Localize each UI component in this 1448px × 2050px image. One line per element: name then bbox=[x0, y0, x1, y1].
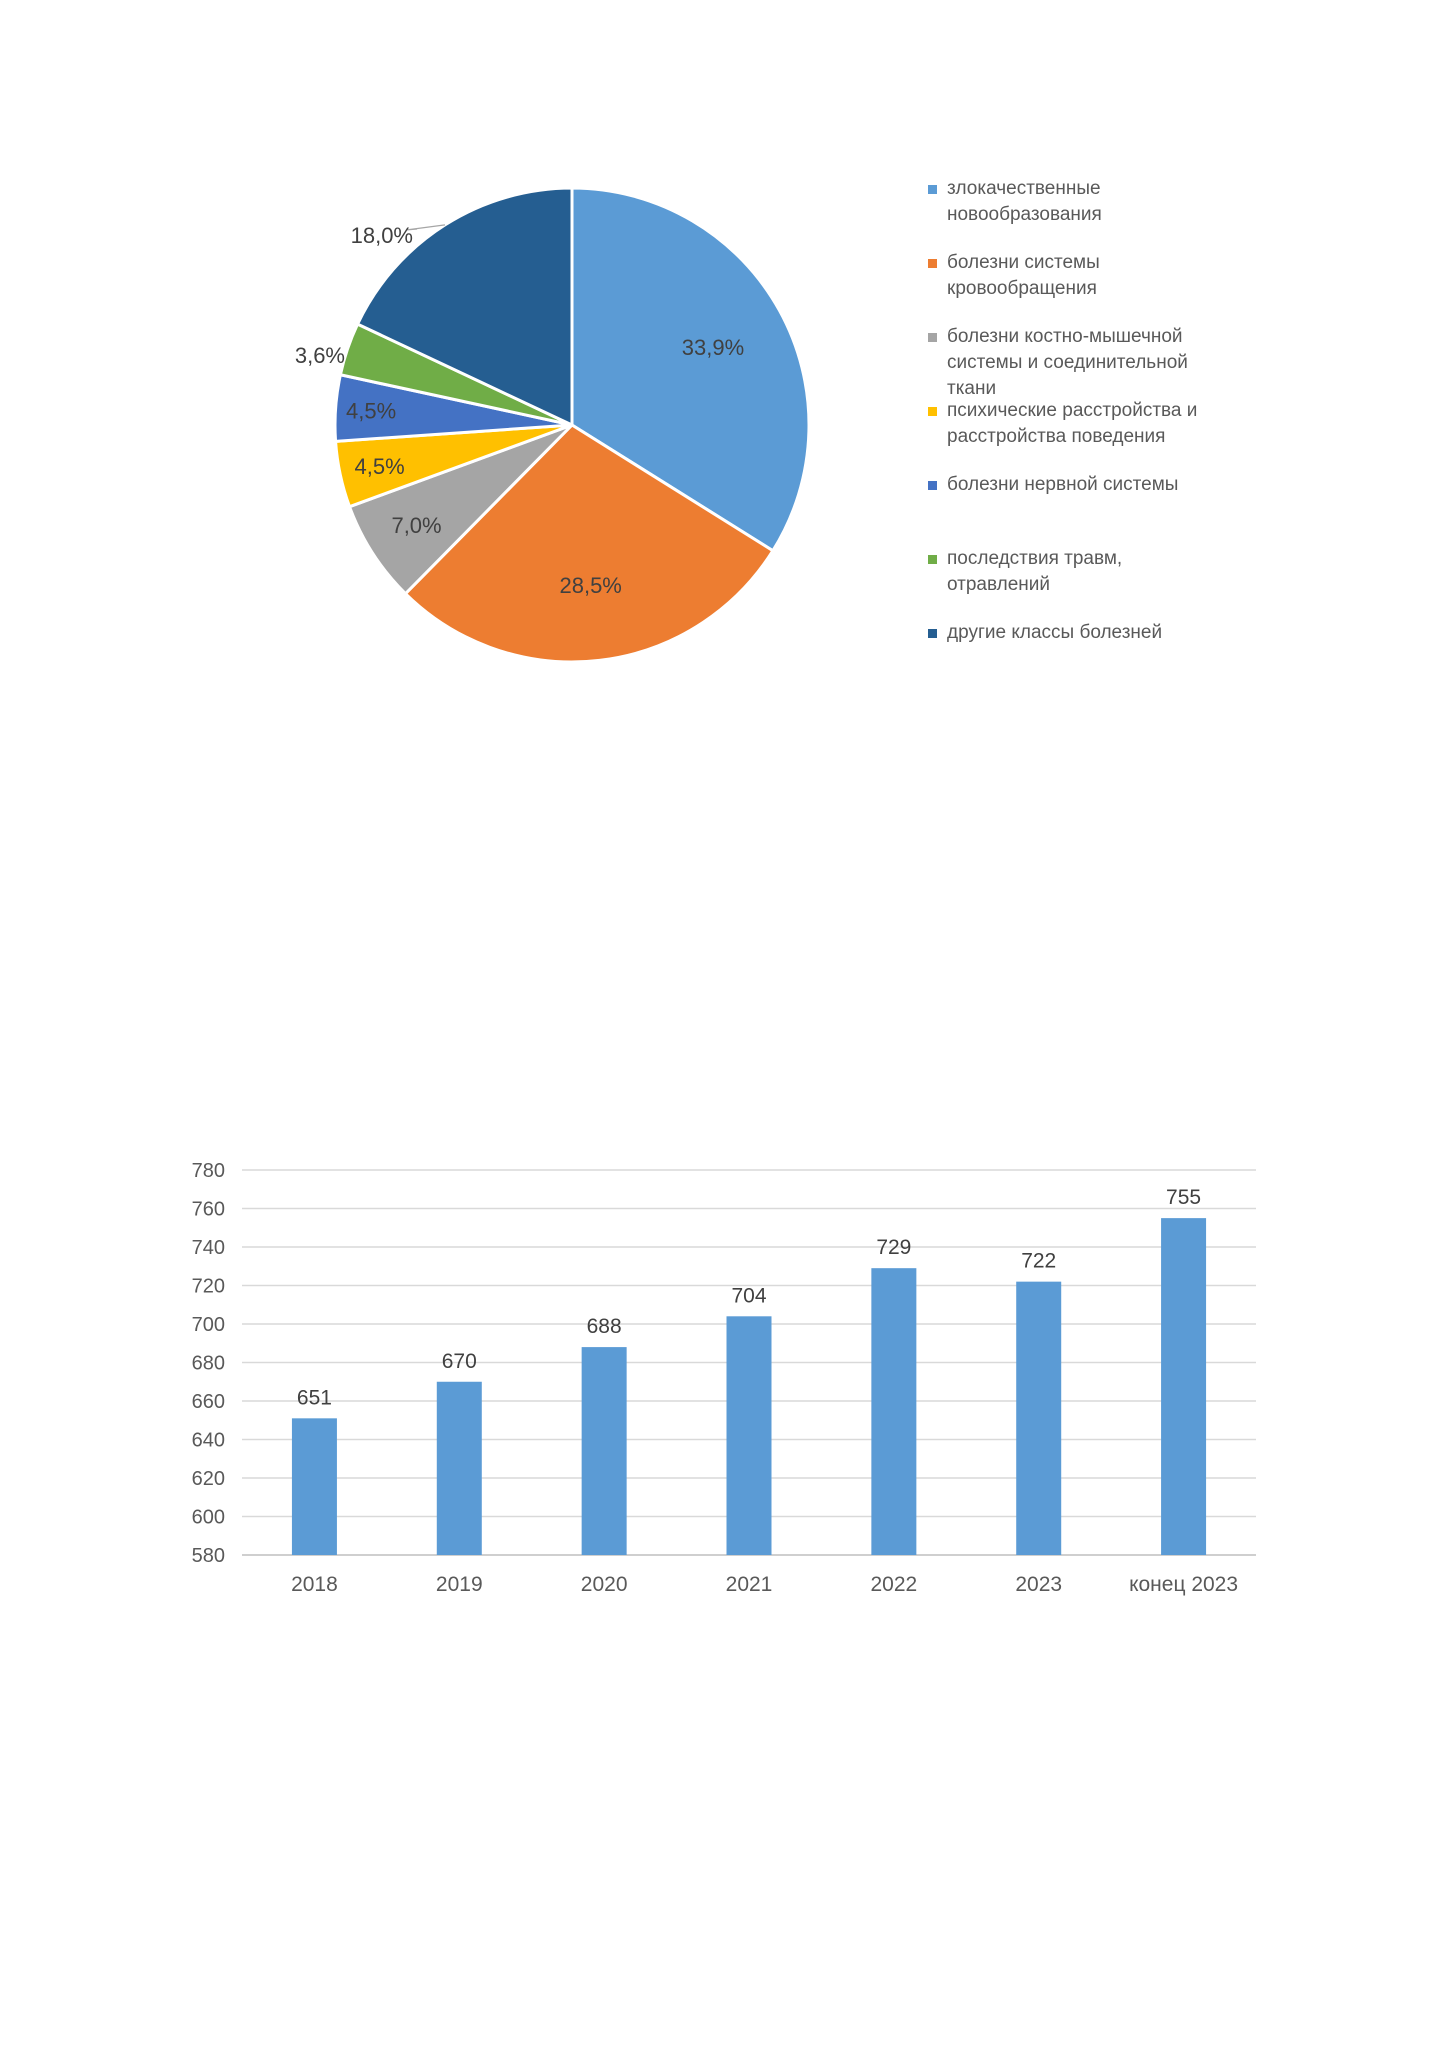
legend-swatch bbox=[928, 481, 937, 490]
pie-data-label: 28,5% bbox=[559, 573, 621, 598]
bar-data-label: 670 bbox=[442, 1350, 477, 1373]
bar-data-label: 729 bbox=[876, 1236, 911, 1259]
y-tick-label: 620 bbox=[192, 1468, 225, 1490]
y-tick-label: 660 bbox=[192, 1391, 225, 1413]
bar-gridlines: 580 600 620 640 660 680 700 720 740 760 780 bbox=[192, 1160, 1256, 1567]
legend-item: злокачественные новообразования bbox=[928, 176, 1102, 228]
legend-item: другие классы болезней bbox=[928, 620, 1162, 646]
y-tick-label: 760 bbox=[192, 1199, 225, 1221]
pie-chart: 33,9% 28,5% 7,0% 4,5% 4,5% 3,6% 18,0% bbox=[295, 186, 811, 664]
x-tick-label: 2019 bbox=[436, 1573, 483, 1596]
bar-data-label: 704 bbox=[731, 1284, 766, 1307]
bar bbox=[291, 1418, 337, 1555]
bar bbox=[1161, 1218, 1207, 1555]
bar-data-label: 755 bbox=[1166, 1186, 1201, 1209]
legend-swatch bbox=[928, 629, 937, 638]
bar bbox=[726, 1316, 772, 1555]
pie-slice-2 bbox=[403, 423, 775, 664]
x-tick-label: 2018 bbox=[291, 1573, 338, 1596]
pie-slices: 33,9% 28,5% 7,0% 4,5% 4,5% 3,6% 18,0% bbox=[295, 186, 811, 664]
x-tick-label: 2020 bbox=[581, 1573, 628, 1596]
y-tick-label: 580 bbox=[192, 1545, 225, 1567]
legend-label: болезни системы кровообращения bbox=[947, 252, 1100, 299]
legend-label: болезни нервной системы bbox=[947, 474, 1179, 495]
legend-item: психические расстройства и расстройства п… bbox=[928, 398, 1197, 450]
pie-slice-7 bbox=[355, 186, 574, 428]
legend-label: последствия травм, отравлений bbox=[947, 548, 1123, 595]
legend-item: болезни нервной системы bbox=[928, 472, 1178, 498]
y-tick-label: 780 bbox=[192, 1160, 225, 1182]
y-tick-label: 680 bbox=[192, 1353, 225, 1375]
pie-data-label: 4,5% bbox=[355, 454, 405, 479]
y-tick-label: 720 bbox=[192, 1276, 225, 1298]
bar bbox=[1016, 1281, 1062, 1555]
y-tick-label: 640 bbox=[192, 1430, 225, 1452]
x-tick-label: конец 2023 bbox=[1129, 1573, 1238, 1596]
pie-slice-3 bbox=[347, 423, 574, 596]
bar-data-label: 651 bbox=[297, 1386, 332, 1409]
bar bbox=[871, 1268, 917, 1555]
legend-item: болезни костно-мышечной системы и соедини… bbox=[928, 324, 1188, 402]
legend-label: злокачественные новообразования bbox=[947, 178, 1102, 225]
legend-item: последствия травм, отравлений bbox=[928, 546, 1122, 598]
x-tick-label: 2022 bbox=[870, 1573, 917, 1596]
legend-label: болезни костно-мышечной системы и соедини… bbox=[947, 326, 1188, 399]
bar bbox=[581, 1347, 627, 1555]
legend-swatch bbox=[928, 555, 937, 564]
legend-label: психические расстройства и расстройства п… bbox=[947, 400, 1198, 447]
bar-data-label: 688 bbox=[587, 1315, 622, 1338]
pie-data-label: 18,0% bbox=[351, 223, 413, 248]
bar-series: 651 2018 670 2019 688 2020 704 2021 729 2022 722 20… bbox=[291, 1186, 1238, 1596]
pie-data-label: 4,5% bbox=[346, 398, 396, 423]
legend-item: болезни системы кровообращения bbox=[928, 250, 1100, 302]
pie-leader-line bbox=[406, 224, 446, 231]
pie-slice-1 bbox=[570, 186, 811, 553]
bar-data-label: 722 bbox=[1021, 1250, 1056, 1273]
pie-data-label: 33,9% bbox=[682, 335, 744, 360]
y-tick-label: 700 bbox=[192, 1314, 225, 1336]
legend-swatch bbox=[928, 407, 937, 416]
x-tick-label: 2023 bbox=[1015, 1573, 1062, 1596]
bar-chart: 580 600 620 640 660 680 700 720 740 760 780 651 2018… bbox=[192, 1160, 1256, 1596]
legend-swatch bbox=[928, 333, 937, 342]
y-tick-label: 600 bbox=[192, 1507, 225, 1529]
legend-label: другие классы болезней bbox=[947, 622, 1163, 643]
legend-swatch bbox=[928, 185, 937, 194]
bar bbox=[436, 1381, 482, 1555]
legend-swatch bbox=[928, 259, 937, 268]
x-tick-label: 2021 bbox=[726, 1573, 773, 1596]
pie-data-label: 3,6% bbox=[295, 343, 345, 368]
y-tick-label: 740 bbox=[192, 1237, 225, 1259]
pie-data-label: 7,0% bbox=[391, 513, 441, 538]
